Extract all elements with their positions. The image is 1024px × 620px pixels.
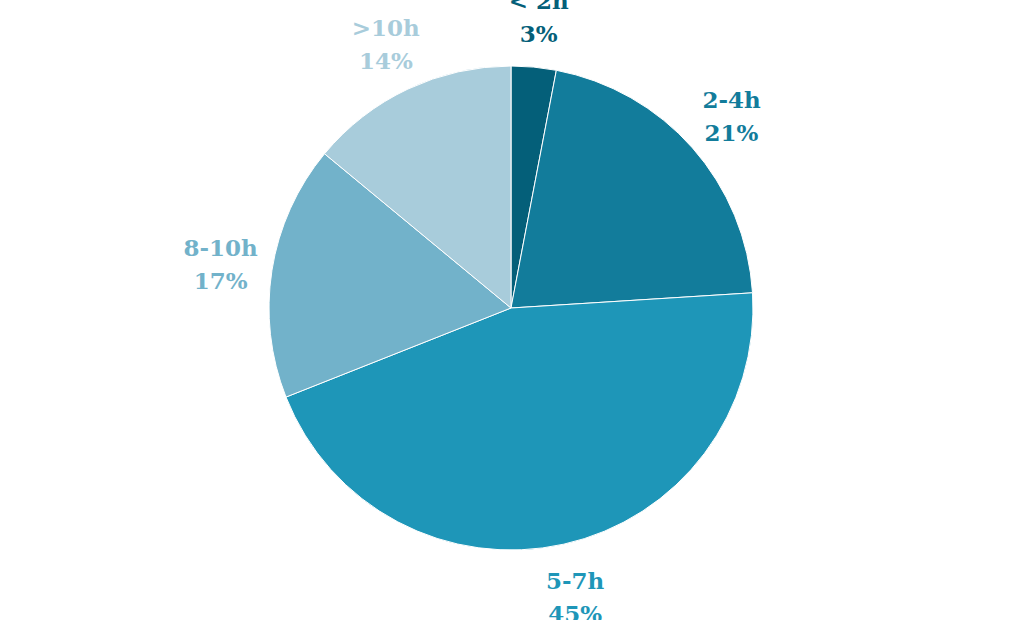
svg-text:8-10h17%: 8-10h17% — [183, 234, 258, 294]
svg-text:2-4h21%: 2-4h21% — [702, 86, 761, 146]
svg-text:< 2h3%: < 2h3% — [509, 0, 569, 47]
svg-text:5-7h45%: 5-7h45% — [546, 567, 605, 620]
svg-text:>10h14%: >10h14% — [352, 14, 420, 74]
